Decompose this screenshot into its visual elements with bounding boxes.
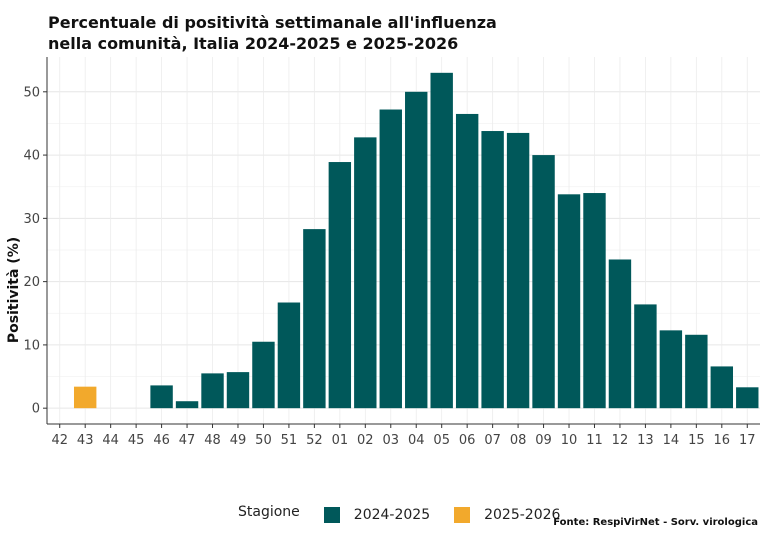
- x-tick-label: 13: [637, 433, 654, 448]
- y-tick-label: 10: [23, 338, 40, 353]
- legend: Stagione 2024-2025 2025-2026: [238, 500, 584, 530]
- x-tick-label: 15: [688, 433, 705, 448]
- bar-2024-2025-17: [736, 387, 759, 409]
- legend-key-2024-2025: [323, 507, 340, 523]
- legend-item-2024-2025: 2024-2025: [323, 507, 431, 523]
- source-caption: Fonte: RespiVirNet - Sorv. virologica: [553, 517, 758, 528]
- x-tick-label: 14: [663, 433, 680, 448]
- x-tick-label: 01: [332, 433, 349, 448]
- bar-2024-2025-08: [506, 132, 530, 409]
- bar-2024-2025-49: [226, 372, 250, 409]
- y-tick-label: 20: [23, 275, 40, 290]
- bar-2024-2025-07: [481, 131, 504, 409]
- x-tick-label: 44: [102, 433, 119, 448]
- bar-2024-2025-05: [430, 72, 453, 409]
- x-tick-label: 46: [153, 433, 170, 448]
- bar-2024-2025-14: [659, 330, 683, 409]
- x-tick-label: 16: [714, 433, 731, 448]
- x-tick-label: 48: [204, 433, 221, 448]
- x-tick-label: 43: [77, 433, 94, 448]
- bar-2024-2025-46: [150, 385, 173, 409]
- x-tick-label: 50: [255, 433, 272, 448]
- bar-2024-2025-47: [175, 401, 199, 409]
- bar-2024-2025-06: [455, 113, 479, 409]
- legend-label-2024-2025: 2024-2025: [353, 507, 431, 523]
- legend-label-2025-2026: 2025-2026: [484, 507, 561, 523]
- x-tick-label: 11: [586, 433, 603, 448]
- x-tick-label: 51: [281, 433, 298, 448]
- x-tick-label: 02: [357, 433, 374, 448]
- bar-2024-2025-02: [354, 137, 377, 409]
- bar-2024-2025-48: [201, 373, 224, 409]
- x-tick-label: 49: [230, 433, 247, 448]
- bar-2024-2025-04: [405, 91, 428, 409]
- bar-2024-2025-51: [277, 302, 301, 409]
- bar-2025-2026-43: [73, 386, 97, 409]
- x-tick-label: 04: [408, 433, 425, 448]
- bar-2024-2025-11: [583, 193, 606, 409]
- y-tick-label: 30: [23, 212, 40, 227]
- chart-title: Percentuale di positività settimanale al…: [48, 13, 497, 53]
- bar-2024-2025-13: [634, 304, 657, 409]
- legend-item-2025-2026: 2025-2026: [454, 507, 560, 523]
- legend-key-2025-2026: [454, 507, 471, 523]
- x-tick-label: 10: [561, 433, 578, 448]
- y-tick-label: 50: [23, 85, 40, 100]
- bar-2024-2025-09: [532, 155, 555, 409]
- bar-2024-2025-03: [379, 109, 402, 409]
- x-tick-label: 52: [306, 433, 323, 448]
- x-tick-label: 03: [382, 433, 399, 448]
- y-axis-label-box: Positività (%): [4, 236, 24, 344]
- bar-2024-2025-52: [303, 229, 326, 409]
- x-tick-label: 05: [433, 433, 450, 448]
- y-tick-label: 0: [32, 402, 40, 417]
- bar-2024-2025-50: [252, 341, 275, 409]
- x-tick-label: 08: [510, 433, 527, 448]
- x-tick-label: 12: [612, 433, 629, 448]
- bar-2024-2025-01: [328, 162, 352, 409]
- bar-2024-2025-10: [557, 194, 581, 409]
- legend-title: Stagione: [238, 504, 300, 520]
- y-axis-label: Positività (%): [6, 236, 22, 344]
- x-tick-label: 09: [535, 433, 552, 448]
- bar-2024-2025-16: [710, 366, 734, 409]
- y-tick-label: 40: [23, 149, 40, 164]
- x-tick-label: 06: [459, 433, 476, 448]
- x-tick-label: 17: [739, 433, 756, 448]
- bar-2024-2025-12: [608, 259, 632, 409]
- x-tick-label: 42: [51, 433, 68, 448]
- x-tick-label: 45: [128, 433, 145, 448]
- x-tick-label: 07: [484, 433, 501, 448]
- bar-2024-2025-15: [685, 334, 708, 409]
- x-tick-label: 47: [179, 433, 196, 448]
